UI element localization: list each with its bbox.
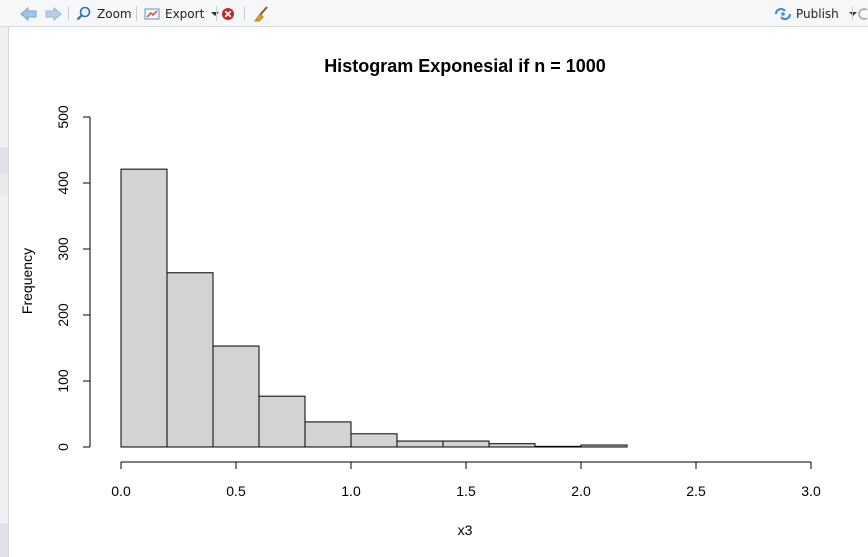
histogram-bar-8 — [488, 443, 536, 448]
publish-icon — [774, 7, 792, 20]
clear-plots-button[interactable] — [252, 4, 270, 23]
refresh-icon — [858, 7, 868, 20]
y-tick-label: 300 — [55, 237, 71, 261]
y-tick-label: 100 — [55, 369, 71, 393]
remove-plot-button[interactable] — [221, 4, 235, 23]
x-tick-label: 1.0 — [341, 483, 361, 499]
export-label: Export — [165, 6, 205, 21]
histogram-plot: Histogram Exponesial if n = 1000 0 100 200… — [19, 56, 821, 538]
zoom-label: Zoom — [97, 6, 132, 21]
toolbar-separator — [136, 6, 137, 21]
x-tick-label: 0.0 — [111, 483, 131, 499]
toolbar-separator — [244, 6, 245, 21]
histogram-bar-10 — [580, 444, 628, 448]
remove-plot-icon — [222, 7, 234, 20]
publish-label: Publish — [796, 6, 839, 21]
plot-toolbar: Zoom Export Publish — [0, 0, 868, 27]
export-icon — [144, 8, 160, 19]
histogram-bar-4 — [304, 421, 352, 448]
x-tick-label: 0.5 — [226, 483, 246, 499]
refresh-button[interactable] — [858, 4, 868, 23]
y-axis: 0 100 200 300 400 500 — [55, 105, 91, 451]
export-button[interactable]: Export — [144, 4, 220, 23]
pane-edge-mark — [0, 523, 8, 557]
y-tick-label: 400 — [55, 171, 71, 195]
histogram-bar-9 — [534, 445, 582, 448]
histogram-bar-7 — [442, 440, 490, 448]
publish-button[interactable]: Publish — [773, 4, 858, 23]
histogram-bar-6 — [396, 440, 444, 448]
histogram-bar-5 — [350, 433, 398, 448]
forward-arrow-icon — [45, 6, 62, 21]
zoom-icon — [76, 6, 91, 20]
y-tick-label: 0 — [55, 443, 71, 451]
zoom-button[interactable]: Zoom — [76, 4, 132, 23]
pane-edge-mark — [0, 173, 8, 195]
histogram-bars — [120, 168, 628, 448]
x-axis: 0.0 0.5 1.0 1.5 2.0 2.5 3.0 — [111, 461, 821, 499]
x-tick-label: 2.0 — [571, 483, 591, 499]
broom-icon — [254, 5, 268, 21]
chart-title: Histogram Exponesial if n = 1000 — [324, 56, 606, 76]
histogram-bar-3 — [258, 395, 306, 448]
x-tick-label: 2.5 — [686, 483, 706, 499]
forward-button[interactable] — [44, 4, 62, 23]
toolbar-separator — [216, 6, 217, 21]
left-pane-edge — [0, 27, 9, 557]
y-axis-label: Frequency — [19, 248, 35, 314]
y-tick-label: 500 — [55, 105, 71, 129]
histogram-bar-0 — [120, 168, 168, 448]
histogram-bar-1 — [166, 272, 214, 448]
x-axis-label: x3 — [458, 522, 473, 538]
back-button[interactable] — [20, 4, 38, 23]
histogram-bar-2 — [212, 345, 260, 448]
x-tick-label: 3.0 — [801, 483, 821, 499]
toolbar-separator — [852, 6, 853, 21]
x-tick-label: 1.5 — [456, 483, 476, 499]
chevron-down-icon — [211, 11, 220, 16]
back-arrow-icon — [20, 6, 37, 21]
toolbar-separator — [68, 6, 69, 21]
y-tick-label: 200 — [55, 303, 71, 327]
pane-edge-mark — [0, 147, 8, 173]
